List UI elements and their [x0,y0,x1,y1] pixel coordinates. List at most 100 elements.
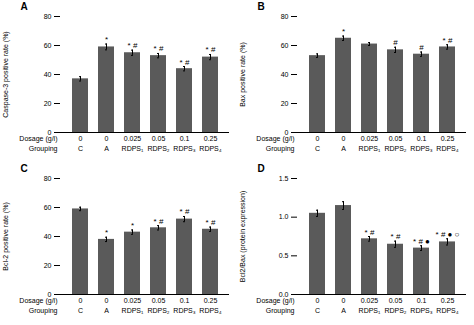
svg-text:RDPS₄: RDPS₄ [436,145,458,152]
svg-text:RDPS₂: RDPS₂ [147,145,169,152]
svg-text:0.25: 0.25 [204,135,218,142]
svg-text:60: 60 [44,204,52,211]
svg-text:80: 80 [281,13,289,20]
svg-text:RDPS₁: RDPS₁ [122,145,144,152]
svg-text:* #: * # [365,228,375,237]
svg-text:1.0: 1.0 [279,213,289,220]
svg-text:B: B [258,1,265,12]
svg-text:#: # [393,38,398,47]
svg-text:A: A [104,145,109,152]
svg-text:Dosage (g/l): Dosage (g/l) [19,135,57,143]
svg-text:0.05: 0.05 [389,135,403,142]
svg-text:40: 40 [44,71,52,78]
svg-text:60: 60 [281,42,289,49]
svg-text:C: C [315,145,320,152]
svg-text:Grouping: Grouping [29,307,58,315]
svg-text:* #: * # [206,218,216,227]
svg-text:* #: * # [206,45,216,54]
svg-text:* #: * # [180,207,190,216]
svg-text:0: 0 [105,135,109,142]
svg-text:40: 40 [44,233,52,240]
svg-text:Dosage (g/l): Dosage (g/l) [19,297,57,305]
svg-text:Caspase-3 positive rate (%): Caspase-3 positive rate (%) [2,31,10,117]
svg-text:* #: * # [180,58,190,67]
svg-text:* #: * # [391,232,401,241]
svg-text:RDPS₄: RDPS₄ [199,145,221,152]
svg-text:* #: * # [154,217,164,226]
svg-text:0.025: 0.025 [124,135,142,142]
svg-text:0: 0 [105,297,109,304]
svg-text:0.0: 0.0 [278,290,289,298]
svg-text:RDPS₃: RDPS₃ [173,145,195,152]
svg-text:RDPS₃: RDPS₃ [410,145,432,152]
svg-text:0.1: 0.1 [417,297,427,304]
svg-text:1.5: 1.5 [279,175,289,182]
svg-text:C: C [78,307,83,314]
svg-text:0.1: 0.1 [180,135,190,142]
svg-text:RDPS₄: RDPS₄ [199,307,221,314]
svg-text:Dosage (g/l): Dosage (g/l) [256,135,294,143]
svg-text:*: * [342,27,345,36]
svg-text:RDPS₁: RDPS₁ [359,307,381,314]
svg-text:20: 20 [44,100,52,107]
svg-text:0: 0 [79,135,83,142]
svg-text:0: 0 [47,128,52,136]
svg-text:0.1: 0.1 [417,135,427,142]
svg-text:0.25: 0.25 [204,297,218,304]
svg-text:0: 0 [316,135,320,142]
svg-text:80: 80 [44,13,52,20]
svg-text:RDPS₁: RDPS₁ [359,145,381,152]
svg-text:0.025: 0.025 [361,135,379,142]
svg-text:80: 80 [44,175,52,182]
svg-text:A: A [104,307,109,314]
svg-text:Dosage (g/l): Dosage (g/l) [256,297,294,305]
svg-text:40: 40 [281,71,289,78]
svg-text:0.5: 0.5 [279,252,289,259]
svg-text:0.05: 0.05 [389,297,403,304]
svg-text:RDPS₃: RDPS₃ [173,307,195,314]
svg-text:0: 0 [342,135,346,142]
svg-text:0.25: 0.25 [441,135,455,142]
svg-text:RDPS₁: RDPS₁ [122,307,144,314]
svg-text:20: 20 [44,262,52,269]
svg-text:0.25: 0.25 [441,297,455,304]
svg-text:C: C [21,163,28,174]
svg-text:RDPS₂: RDPS₂ [384,307,406,314]
svg-text:*: * [131,221,134,230]
svg-text:0.025: 0.025 [361,297,379,304]
svg-text:Bax positive rate (%): Bax positive rate (%) [239,42,247,107]
svg-text:* #: * # [128,41,138,50]
svg-text:0: 0 [79,297,83,304]
svg-text:60: 60 [44,42,52,49]
svg-text:Grouping: Grouping [266,145,295,153]
svg-text:C: C [78,145,83,152]
svg-text:A: A [341,145,346,152]
svg-text:RDPS₄: RDPS₄ [436,307,458,314]
svg-text:C: C [315,307,320,314]
svg-text:Bcl-2 positive rate (%): Bcl-2 positive rate (%) [2,202,10,270]
svg-text:0.05: 0.05 [152,135,166,142]
svg-text:A: A [21,1,28,12]
svg-text:* # ●: * # ● [413,237,430,246]
svg-text:RDPS₂: RDPS₂ [384,145,406,152]
svg-text:0: 0 [316,297,320,304]
svg-text:0.05: 0.05 [152,297,166,304]
svg-text:Bcl2/Bax (protein expression): Bcl2/Bax (protein expression) [239,191,247,282]
svg-text:0.025: 0.025 [124,297,142,304]
svg-text:*: * [105,35,108,44]
svg-text:0: 0 [342,297,346,304]
svg-text:Grouping: Grouping [266,307,295,315]
svg-text:* # ● ○: * # ● ○ [436,230,460,239]
svg-text:A: A [341,307,346,314]
svg-text:* #: * # [443,36,453,45]
svg-text:RDPS₂: RDPS₂ [147,307,169,314]
svg-text:0.1: 0.1 [180,297,190,304]
svg-text:* #: * # [154,44,164,53]
svg-text:*: * [105,228,108,237]
svg-text:D: D [258,163,265,174]
svg-text:Grouping: Grouping [29,145,58,153]
svg-text:0: 0 [284,128,289,136]
svg-text:20: 20 [281,100,289,107]
svg-text:RDPS₃: RDPS₃ [410,307,432,314]
svg-text:#: # [419,43,424,52]
